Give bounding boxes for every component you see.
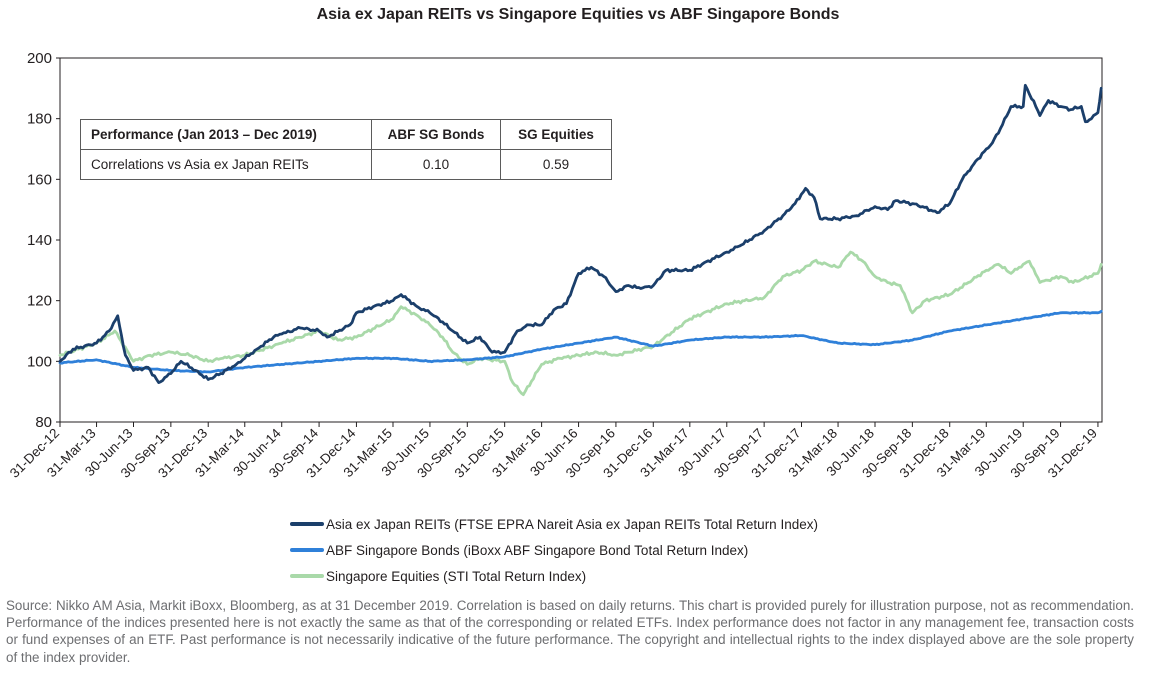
legend-label-equities: Singapore Equities (STI Total Return Ind… — [326, 568, 587, 584]
source-note: Source: Nikko AM Asia, Markit iBoxx, Blo… — [6, 598, 1134, 665]
legend-swatch-reits — [290, 522, 324, 526]
y-tick-label: 160 — [27, 171, 52, 188]
table-header-equities: SG Equities — [500, 119, 612, 150]
legend-label-bonds: ABF Singapore Bonds (iBoxx ABF Singapore… — [326, 542, 749, 558]
performance-table: Performance (Jan 2013 – Dec 2019) ABF SG… — [80, 119, 612, 180]
table-cell-bonds: 0.10 — [371, 149, 501, 180]
legend-item-bonds: ABF Singapore Bonds (iBoxx ABF Singapore… — [290, 537, 818, 563]
table-cell-equities: 0.59 — [500, 149, 612, 180]
chart-title: Asia ex Japan REITs vs Singapore Equitie… — [316, 6, 840, 23]
table-header-bonds: ABF SG Bonds — [371, 119, 501, 150]
legend-item-reits: Asia ex Japan REITs (FTSE EPRA Nareit As… — [290, 511, 818, 537]
legend-swatch-bonds — [290, 548, 324, 552]
y-tick-label: 200 — [27, 50, 52, 67]
y-tick-label: 140 — [27, 232, 52, 249]
legend-swatch-equities — [290, 574, 324, 578]
legend-label-reits: Asia ex Japan REITs (FTSE EPRA Nareit As… — [326, 516, 818, 532]
series-line-equities — [58, 250, 1103, 397]
y-tick-label: 120 — [27, 293, 52, 310]
table-row-label: Correlations vs Asia ex Japan REITs — [80, 149, 372, 180]
chart-legend: Asia ex Japan REITs (FTSE EPRA Nareit As… — [290, 511, 818, 589]
y-tick-label: 180 — [27, 111, 52, 128]
series-line-bonds — [58, 309, 1103, 374]
y-tick-label: 80 — [35, 414, 52, 431]
y-tick-label: 100 — [27, 353, 52, 370]
legend-item-equities: Singapore Equities (STI Total Return Ind… — [290, 563, 818, 589]
table-header-row: Performance (Jan 2013 – Dec 2019) ABF SG… — [80, 119, 612, 150]
plot-frame — [59, 57, 1103, 423]
table-row: Correlations vs Asia ex Japan REITs 0.10… — [80, 149, 612, 180]
line-chart: 8010012014016018020031-Dec-1231-Mar-1330… — [7, 50, 1103, 481]
series-line-reits — [58, 83, 1103, 384]
table-header-performance: Performance (Jan 2013 – Dec 2019) — [80, 119, 372, 150]
